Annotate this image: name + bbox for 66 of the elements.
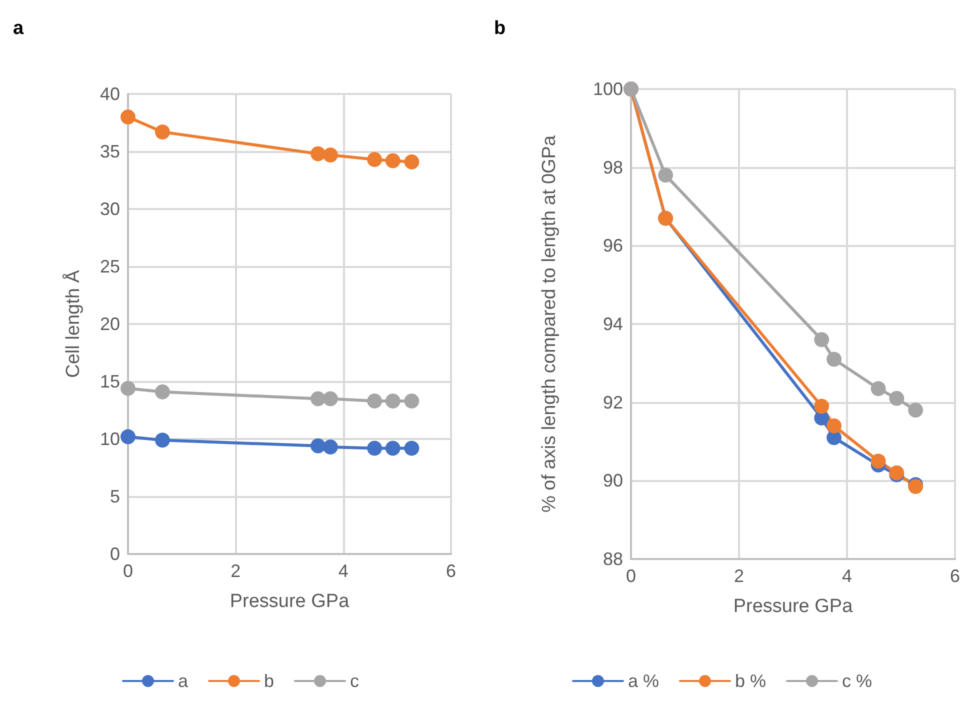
y-tick-label: 25 bbox=[100, 256, 120, 276]
y-tick-label: 98 bbox=[602, 157, 623, 178]
chart-title: b bbox=[494, 18, 506, 39]
y-tick-label: 90 bbox=[602, 470, 623, 491]
legend-label: b bbox=[264, 671, 274, 691]
point bbox=[322, 440, 338, 455]
y-tick-label: 94 bbox=[602, 314, 623, 334]
point bbox=[310, 391, 326, 406]
point bbox=[404, 394, 420, 409]
x-tick-label: 6 bbox=[446, 561, 456, 581]
x-tick-label: 4 bbox=[338, 561, 348, 581]
y-tick-label: 40 bbox=[100, 84, 120, 104]
point bbox=[120, 110, 136, 124]
y-tick-label: 10 bbox=[100, 429, 120, 449]
point bbox=[385, 394, 400, 409]
point bbox=[120, 429, 136, 444]
y-tick-label: 30 bbox=[100, 199, 120, 219]
point bbox=[154, 432, 170, 448]
legend-label: a bbox=[178, 671, 189, 691]
x-tick-label: 0 bbox=[122, 561, 134, 581]
point bbox=[154, 124, 170, 140]
y-tick-label: 100 bbox=[592, 79, 623, 99]
x-axis-title: Pressure GPa bbox=[733, 596, 854, 617]
point bbox=[814, 398, 830, 414]
point bbox=[826, 418, 842, 434]
y-tick-label: 15 bbox=[100, 372, 120, 392]
point bbox=[814, 332, 830, 348]
y-tick-label: 88 bbox=[602, 549, 623, 569]
legend-label: c bbox=[350, 671, 360, 691]
point bbox=[322, 391, 338, 406]
point bbox=[310, 146, 326, 162]
point bbox=[908, 402, 924, 418]
legend-label: a % bbox=[628, 671, 660, 691]
point bbox=[154, 384, 170, 400]
x-tick-label: 2 bbox=[734, 566, 744, 586]
point bbox=[385, 153, 400, 168]
y-tick-label: 0 bbox=[110, 544, 120, 564]
y-tick-label: 35 bbox=[100, 142, 120, 162]
y-axis-title: % of axis length compared to length at 0GPa bbox=[539, 135, 560, 513]
x-tick-label: 2 bbox=[230, 561, 241, 581]
legend-label: c % bbox=[842, 671, 872, 691]
point bbox=[870, 381, 886, 396]
point bbox=[385, 440, 400, 456]
y-tick-label: 96 bbox=[602, 236, 623, 256]
y-tick-label: 20 bbox=[100, 314, 120, 334]
x-tick-label: 4 bbox=[842, 566, 852, 586]
legend-label: b % bbox=[734, 671, 766, 691]
point bbox=[658, 168, 674, 183]
y-tick-label: 92 bbox=[602, 392, 623, 412]
point bbox=[404, 154, 420, 170]
x-tick-label: 6 bbox=[950, 566, 960, 586]
point bbox=[367, 152, 382, 168]
point bbox=[404, 440, 420, 456]
point bbox=[322, 147, 338, 162]
point bbox=[870, 454, 886, 469]
point bbox=[826, 352, 842, 367]
y-axis-title: Cell length Å bbox=[62, 270, 84, 378]
point bbox=[310, 438, 326, 454]
x-axis-title: Pressure GPa bbox=[230, 591, 350, 612]
y-tick-label: 5 bbox=[110, 486, 120, 506]
chart-title: a bbox=[13, 18, 24, 39]
x-tick-label: 0 bbox=[626, 566, 636, 586]
point bbox=[889, 390, 904, 406]
point bbox=[367, 440, 382, 456]
point bbox=[367, 394, 382, 409]
point bbox=[120, 380, 136, 396]
